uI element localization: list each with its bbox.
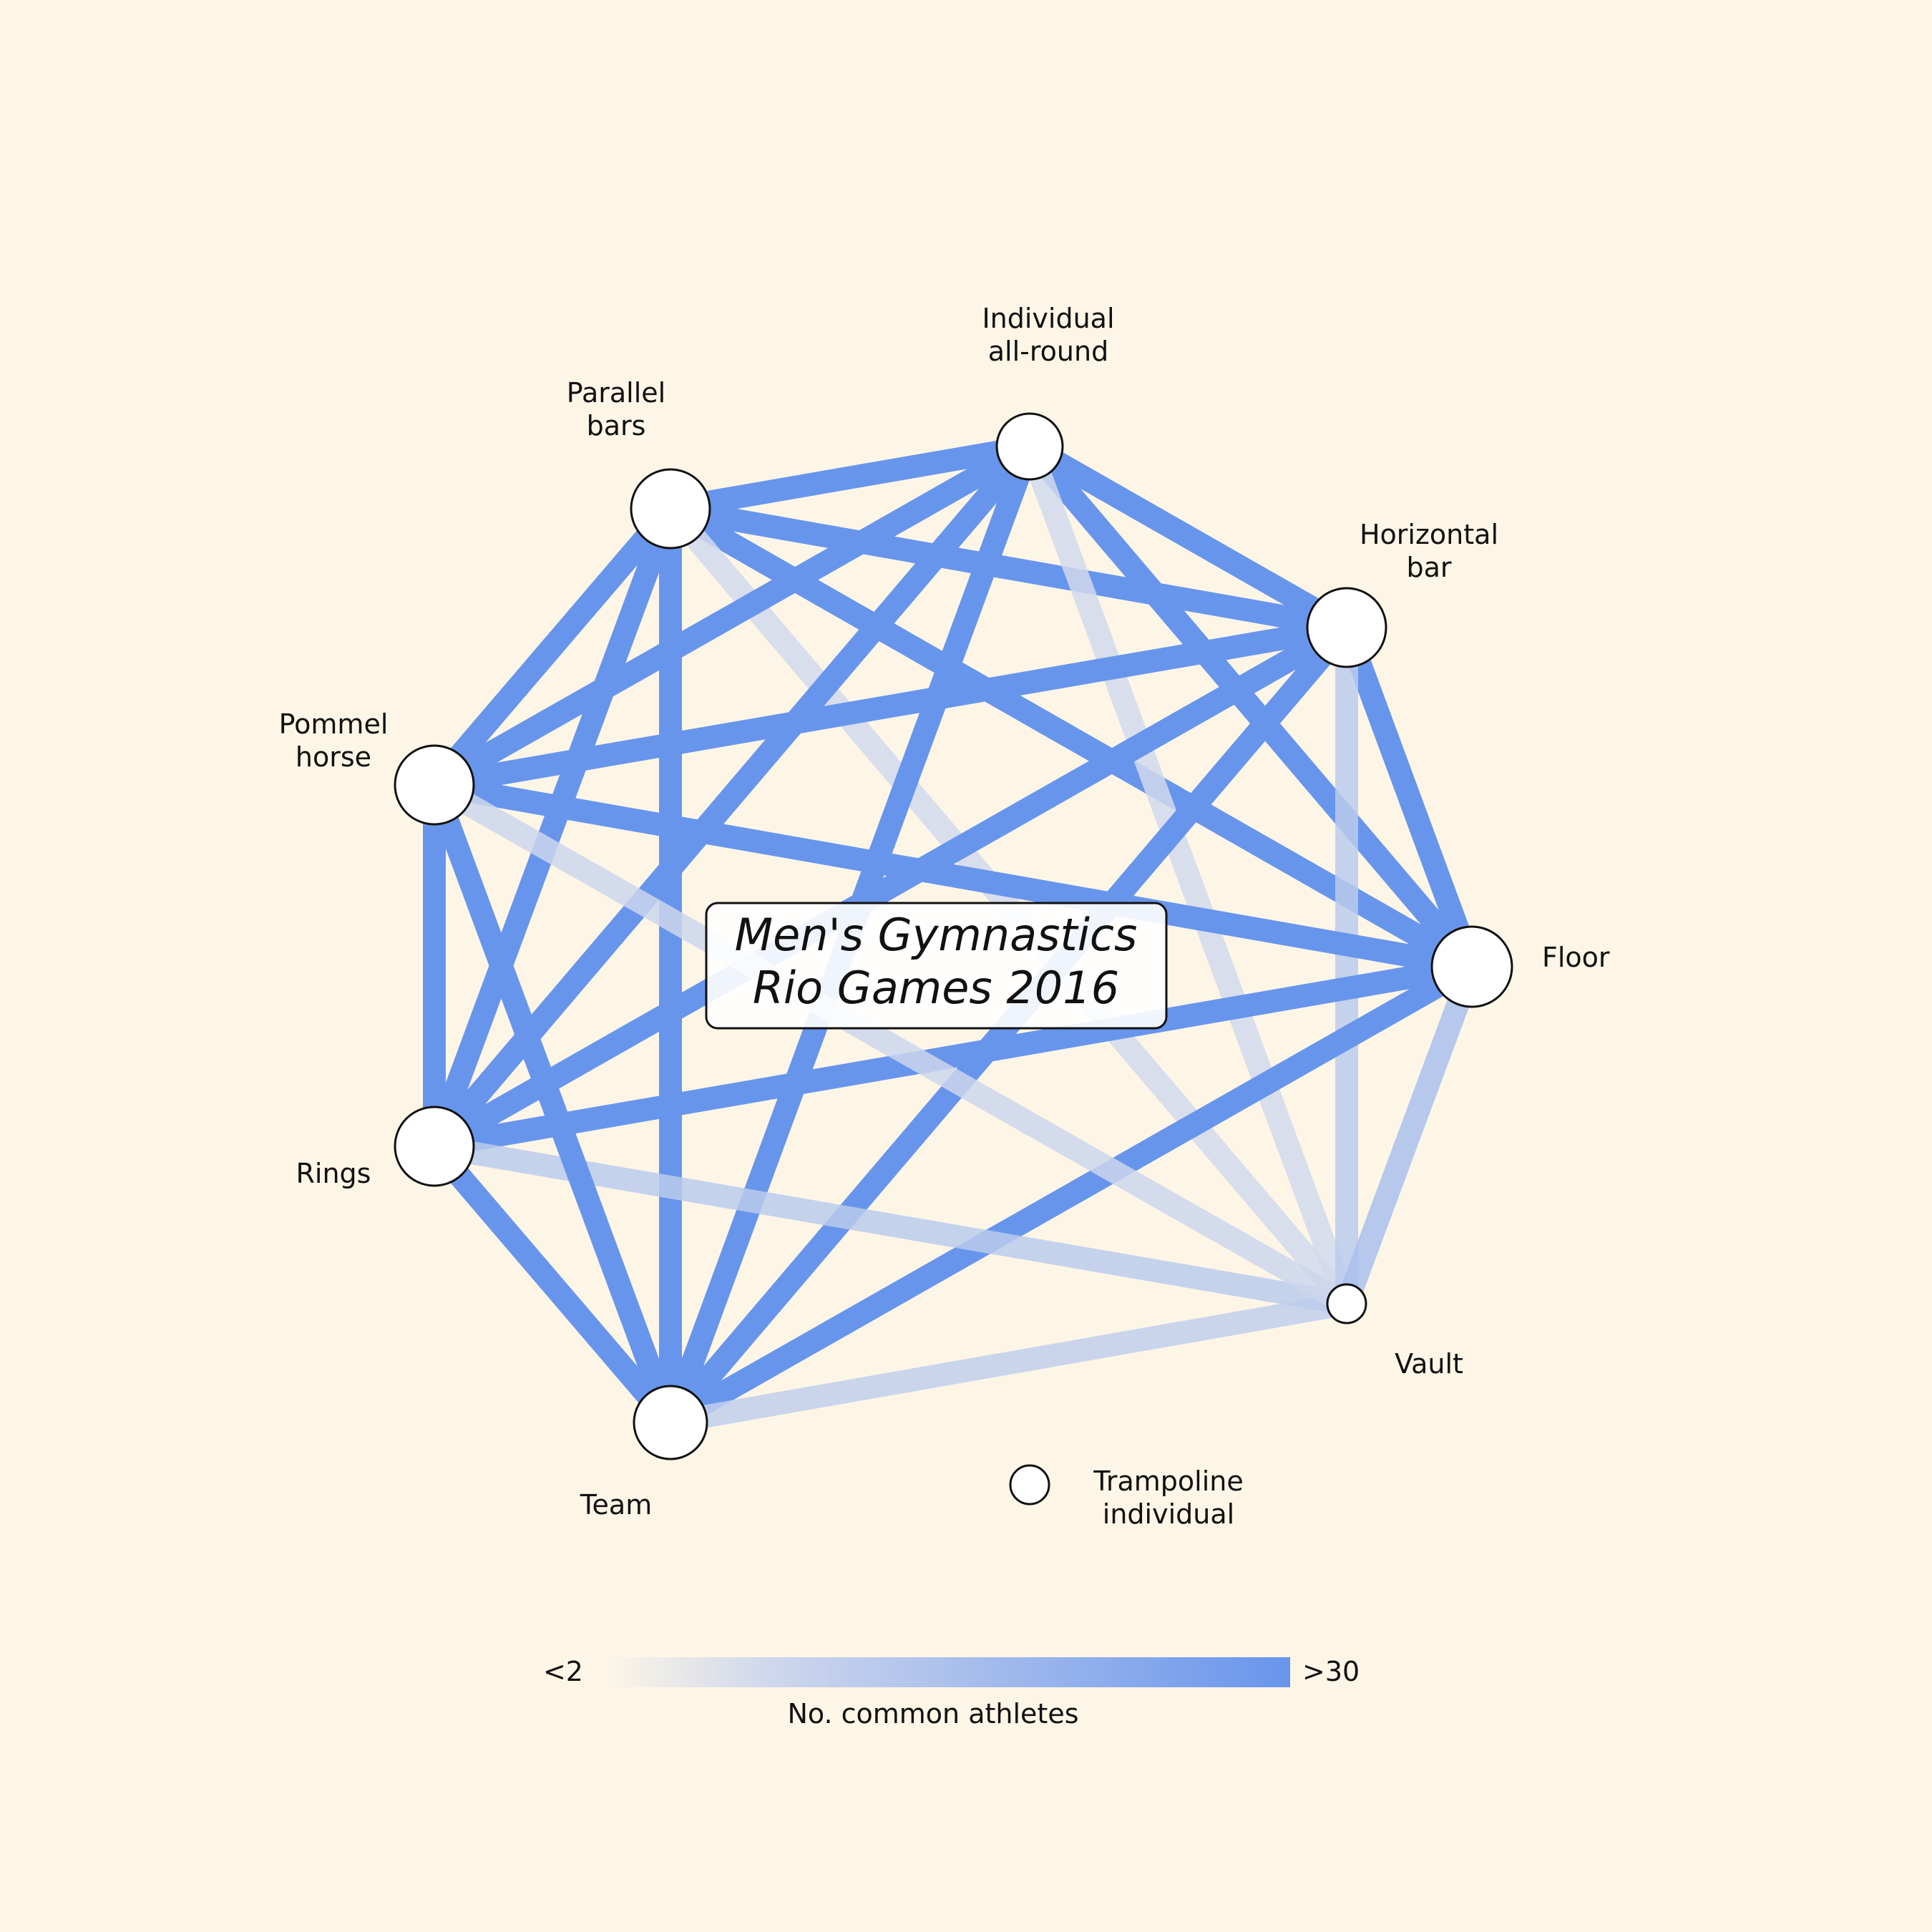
node-label-parallel-bars-line-2: bars (587, 410, 646, 441)
node-individual-all-round (995, 412, 1064, 481)
title-box: Men's Gymnastics Rio Games 2016 (705, 902, 1168, 1030)
edge-parallel-bars-horizontal-bar (668, 497, 1349, 639)
edge-floor-rings (432, 955, 1474, 1158)
edge-horizontal-bar-rings (429, 618, 1352, 1156)
node-parallel-bars (630, 468, 711, 550)
title-line-1: Men's Gymnastics (735, 909, 1138, 961)
edge-team-rings (425, 1138, 680, 1430)
node-label-team-line-1: Team (580, 1489, 652, 1521)
node-label-horizontal-bar-line-2: bar (1406, 552, 1451, 583)
legend: <2 >30 No. common athletes (543, 1656, 1360, 1729)
edge-individual-all-round-horizontal-bar (1024, 436, 1352, 638)
edge-horizontal-bar-pommel-horse (432, 616, 1349, 796)
edge-individual-all-round-floor (1020, 439, 1481, 975)
title-box-frame (705, 902, 1168, 1030)
node-floor (1430, 925, 1513, 1008)
edge-floor-pommel-horse (432, 774, 1474, 978)
node-label-horizontal-bar-line-1: Horizontal (1360, 519, 1498, 550)
node-label-vault-line-1: Vault (1395, 1348, 1463, 1380)
legend-max-label: >30 (1302, 1656, 1360, 1687)
edge-floor-team (665, 957, 1478, 1433)
legend-min-label: <2 (543, 1656, 583, 1687)
node-label-trampoline-individual-line-1: Trampoline (1093, 1465, 1244, 1497)
edge-team-pommel-horse (423, 781, 682, 1427)
node-vault (1326, 1283, 1367, 1324)
legend-color-bar (605, 1657, 1290, 1687)
edge-parallel-bars-individual-all-round (668, 435, 1032, 520)
node-label-rings-line-1: Rings (296, 1158, 371, 1189)
legend-caption: No. common athletes (787, 1698, 1078, 1729)
edge-parallel-bars-rings (423, 504, 682, 1151)
node-team (633, 1385, 708, 1460)
node-label-individual-all-round-line-2: all-round (988, 336, 1108, 367)
node-label-pommel-horse-line-2: horse (296, 741, 371, 773)
edge-individual-all-round-pommel-horse (429, 436, 1035, 795)
edge-horizontal-bar-floor (1335, 623, 1483, 971)
node-trampoline-individual (1009, 1464, 1050, 1506)
edge-vault-pommel-horse (429, 775, 1352, 1314)
edge-floor-vault (1336, 962, 1483, 1308)
node-label-trampoline-individual-line-2: individual (1103, 1498, 1234, 1530)
node-label-floor-line-1: Floor (1542, 942, 1610, 973)
node-pommel-horse (394, 744, 475, 826)
node-rings (394, 1106, 475, 1187)
node-label-individual-all-round-line-1: Individual (982, 303, 1114, 334)
node-label-parallel-bars-line-1: Parallel (567, 377, 665, 409)
edge-parallel-bars-pommel-horse (425, 501, 680, 793)
node-label-pommel-horse-line-1: Pommel (279, 708, 389, 740)
node-horizontal-bar (1306, 587, 1387, 668)
edge-vault-team (668, 1292, 1349, 1434)
title-line-2: Rio Games 2016 (753, 962, 1119, 1014)
nodes-layer (394, 412, 1513, 1506)
edge-individual-all-round-vault (1018, 442, 1358, 1308)
